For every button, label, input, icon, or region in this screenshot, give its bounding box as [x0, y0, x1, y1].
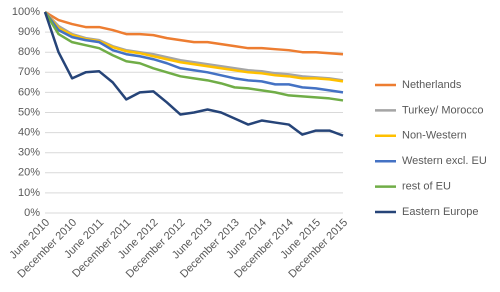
- series-line: [44, 10, 344, 56]
- y-tick-label: 40%: [18, 127, 40, 139]
- y-tick-label: 10%: [18, 187, 40, 199]
- legend-label: Western excl. EU: [402, 155, 487, 167]
- legend-label: Eastern Europe: [402, 206, 478, 218]
- y-tick-label: 20%: [18, 167, 40, 179]
- legend-label: Non-Western: [402, 130, 467, 142]
- series-line: [43, 11, 344, 94]
- series-line: [43, 11, 344, 137]
- legend-label: Netherlands: [402, 79, 462, 91]
- y-tick-label: 80%: [18, 46, 40, 58]
- legend-label: Turkey/ Morocco: [402, 104, 484, 116]
- legend-label: rest of EU: [402, 181, 451, 193]
- y-tick-label: 30%: [18, 147, 40, 159]
- y-tick-label: 70%: [18, 66, 40, 78]
- y-tick-label: 100%: [12, 6, 40, 18]
- y-tick-label: 60%: [18, 86, 40, 98]
- y-tick-label: 0%: [24, 207, 40, 219]
- y-tick-label: 90%: [18, 26, 40, 38]
- series-line: [43, 11, 344, 102]
- y-tick-label: 50%: [18, 106, 40, 118]
